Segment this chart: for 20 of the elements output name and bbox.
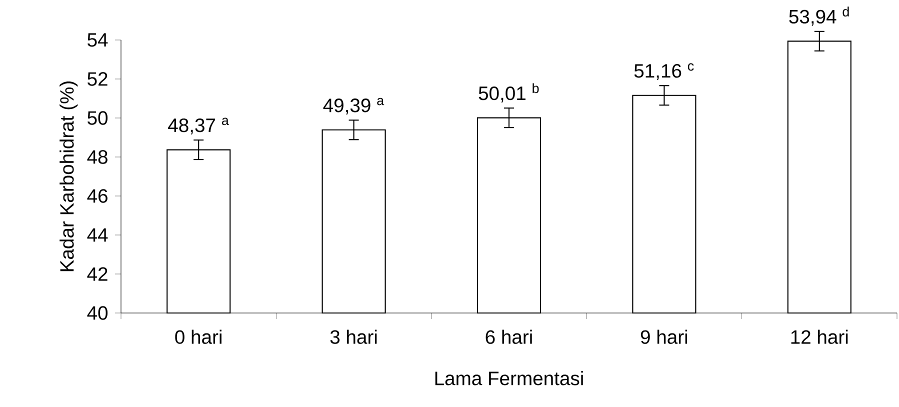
data-label: 49,39 $^{a}$ bbox=[323, 98, 384, 115]
x-tick-label: 0 hari bbox=[175, 330, 222, 344]
y-tick-label: 46 bbox=[87, 189, 108, 203]
y-tick-label: 54 bbox=[88, 33, 108, 47]
y-tick-label: 52 bbox=[88, 72, 108, 86]
x-tick-label: 12 hari bbox=[791, 330, 848, 344]
y-tick-label: 42 bbox=[87, 267, 108, 281]
y-tick-label: 40 bbox=[87, 306, 108, 320]
data-label: 53,94 $^{d}$ bbox=[789, 6, 849, 26]
y-tick-label: 44 bbox=[87, 228, 108, 242]
data-label: 50,01 $^{b}$ bbox=[478, 83, 539, 102]
y-axis-title: Kadar Karbohidrat (%) bbox=[60, 82, 78, 272]
x-tick-label: 6 hari bbox=[486, 330, 532, 344]
x-tick-label: 3 hari bbox=[330, 330, 377, 344]
x-axis-title: Lama Fermentasi bbox=[435, 371, 583, 386]
data-label: 48,37 $^{a}$ bbox=[168, 118, 229, 134]
data-label: 51,16 $^{c}$ bbox=[634, 63, 694, 80]
x-tick-label: 9 hari bbox=[640, 330, 688, 344]
y-tick-label: 48 bbox=[87, 150, 108, 164]
y-tick-label: 50 bbox=[88, 111, 108, 125]
